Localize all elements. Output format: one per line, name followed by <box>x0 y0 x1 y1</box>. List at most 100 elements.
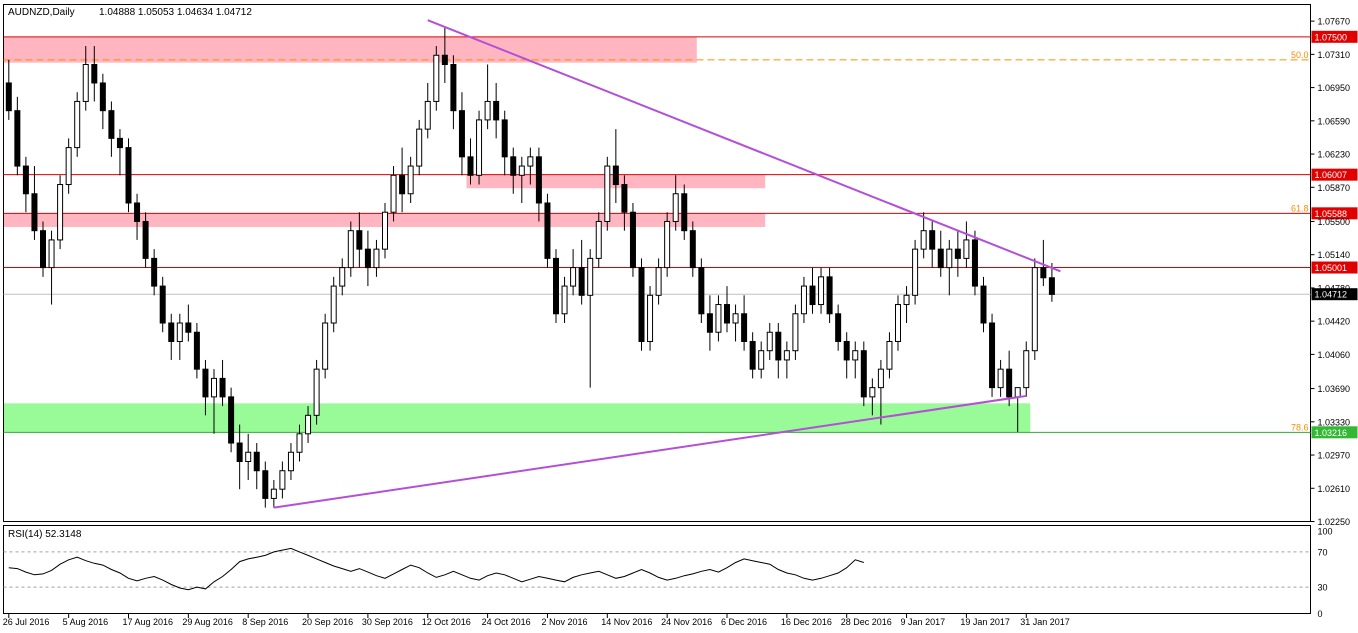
candle <box>647 286 654 351</box>
bear-candle-body <box>638 267 645 342</box>
candle <box>1040 239 1047 287</box>
level-price-box <box>1311 30 1358 43</box>
bear-candle-body <box>125 147 132 204</box>
bull-candle-body <box>82 64 89 102</box>
bear-candle-body <box>40 230 46 269</box>
bull-candle-body <box>595 220 602 259</box>
candle <box>971 230 978 296</box>
candle <box>809 267 816 314</box>
bear-candle-body <box>99 82 106 112</box>
candle <box>108 101 115 157</box>
candle <box>48 230 55 305</box>
bull-candle-body <box>48 239 55 269</box>
level-price-label: 1.03216 <box>1315 428 1348 438</box>
candle <box>493 82 500 139</box>
bear-candle-body <box>510 156 517 176</box>
chart-header-symbol: AUDNZD,Daily <box>8 7 75 18</box>
bull-candle-body <box>587 257 594 296</box>
price-tick-label: 1.02250 <box>1318 517 1351 527</box>
time-tick-label: 12 Oct 2016 <box>422 617 471 627</box>
price-tick-label: 1.02970 <box>1318 451 1351 461</box>
time-tick-label: 19 Jan 2017 <box>960 617 1010 627</box>
rsi-plot-frame <box>3 525 1311 614</box>
price-tick-label: 1.05500 <box>1318 217 1351 227</box>
candle <box>860 341 867 407</box>
current-price-box <box>1311 288 1358 301</box>
bull-candle-body <box>912 248 919 296</box>
bear-candle-body <box>108 110 115 139</box>
candle <box>287 443 294 480</box>
bear-candle-body <box>835 313 842 342</box>
bull-candle-body <box>74 100 81 149</box>
bear-candle-body <box>399 174 406 195</box>
candle <box>629 202 636 277</box>
candle <box>151 249 158 296</box>
candle <box>715 295 722 342</box>
candle <box>818 267 825 314</box>
bear-candle-body <box>193 331 200 370</box>
candles-layer[interactable] <box>5 27 1055 508</box>
bull-candle-body <box>407 165 414 195</box>
candle <box>954 230 961 277</box>
candle <box>510 147 517 194</box>
candle <box>40 221 46 277</box>
price-tick-label: 1.02610 <box>1318 484 1351 494</box>
candle <box>852 341 859 379</box>
bear-candle-body <box>689 230 696 269</box>
bull-candle-body <box>877 368 884 389</box>
rsi-top-label: 100 <box>1318 527 1333 537</box>
bear-candle-body <box>843 340 850 361</box>
candle <box>655 258 662 305</box>
candle <box>689 221 696 277</box>
candle <box>1006 350 1013 407</box>
bull-candle-body <box>766 331 773 352</box>
price-tick-label: 1.07310 <box>1318 50 1351 60</box>
price-tick-label: 1.06230 <box>1318 150 1351 160</box>
bear-candle-body <box>1040 267 1047 279</box>
fib-label: 61.8 <box>1291 203 1309 213</box>
resistance-zone <box>4 36 697 63</box>
bear-candle-body <box>501 119 508 158</box>
bear-candle-body <box>698 267 705 315</box>
support-zone <box>4 403 1031 433</box>
candle <box>484 64 491 130</box>
candle <box>912 239 919 305</box>
bull-candle-body <box>800 285 807 315</box>
bear-candle-body <box>612 165 619 186</box>
candle <box>672 175 679 231</box>
candle <box>22 156 29 213</box>
rsi-tick-label: 70 <box>1318 547 1328 557</box>
bull-candle-body <box>920 230 927 250</box>
candle <box>296 424 303 462</box>
bear-candle-body <box>356 230 363 250</box>
candle <box>997 359 1004 397</box>
candle <box>1031 258 1038 360</box>
bull-candle-body <box>433 54 440 102</box>
candle <box>176 313 183 360</box>
price-tick-label: 1.07670 <box>1318 17 1351 27</box>
bear-candle-body <box>458 110 465 158</box>
bear-candle-body <box>441 54 448 66</box>
candle <box>1048 263 1055 302</box>
candle <box>886 332 893 379</box>
candle <box>587 249 594 388</box>
bear-candle-body <box>937 248 944 269</box>
candle <box>664 212 671 277</box>
level-price-box <box>1311 168 1358 181</box>
candle <box>253 443 260 490</box>
candle <box>322 313 329 379</box>
bull-candle-body <box>715 304 722 333</box>
bull-candle-body <box>570 267 577 287</box>
time-tick-label: 20 Sep 2016 <box>302 617 353 627</box>
candle <box>433 46 440 111</box>
candle <box>826 267 833 324</box>
candle <box>800 276 807 324</box>
level-price-label: 1.05588 <box>1315 209 1348 219</box>
bull-candle-body <box>347 230 354 269</box>
bear-candle-body <box>980 285 987 324</box>
level-price-label: 1.05001 <box>1315 263 1348 273</box>
candle <box>330 276 337 333</box>
bear-candle-body <box>467 156 474 176</box>
candle <box>416 119 423 176</box>
candle <box>382 202 388 259</box>
